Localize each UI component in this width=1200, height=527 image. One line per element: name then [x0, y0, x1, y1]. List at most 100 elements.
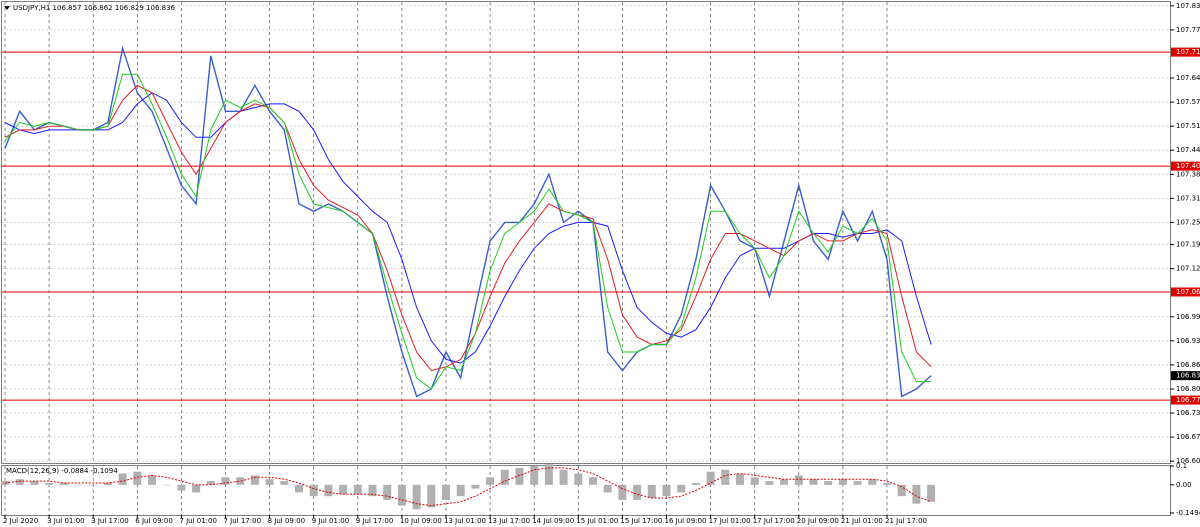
x-tick-label: 14 Jul 09:00 [532, 517, 574, 525]
macd-bar [706, 471, 715, 485]
macd-signal-line [4, 467, 932, 507]
macd-bar [633, 484, 642, 500]
macd-label: MACD(12,26,9) -0.0884 -0.1094 [6, 467, 118, 475]
macd-bar [265, 479, 274, 485]
macd-bar [89, 484, 98, 486]
macd-bar [736, 473, 744, 485]
price-line [4, 84, 932, 372]
macd-bar [206, 481, 215, 485]
macd-bar [30, 481, 39, 485]
macd-bar [559, 469, 568, 485]
macd-bar [647, 484, 656, 499]
macd-bar [162, 484, 171, 486]
y-tick-label: 107.315 [1176, 194, 1200, 202]
x-tick-label: 7 Jul 01:00 [179, 517, 217, 525]
y-tick-label: 107.575 [1176, 98, 1200, 106]
x-tick-label: 13 Jul 17:00 [488, 517, 530, 525]
macd-bar [544, 464, 553, 485]
macd-bar [589, 477, 597, 485]
x-tick-label: 16 Jul 09:00 [665, 517, 707, 525]
macd-bar [397, 484, 406, 506]
y-tick-label: 106.605 [1176, 457, 1200, 465]
main-pane-border [1, 1, 1171, 464]
macd-bar [45, 482, 54, 485]
macd-bar [324, 484, 333, 497]
x-tick-label: 2 Jul 2020 [3, 517, 38, 525]
x-tick-label: 17 Jul 17:00 [753, 517, 795, 525]
y-tick-label: 107.190 [1176, 241, 1200, 249]
x-tick-label: 9 Jul 01:00 [312, 517, 350, 525]
x-tick-label: 3 Jul 17:00 [91, 517, 129, 525]
y-tick-label: 106.670 [1176, 433, 1200, 441]
macd-bar [765, 481, 774, 485]
x-tick-label: 9 Jul 17:00 [356, 517, 394, 525]
y-tick-label: 107.770 [1176, 26, 1200, 34]
macd-bar [750, 477, 759, 485]
current-price-label: 106.836 [1176, 372, 1200, 380]
macd-bar [236, 477, 245, 485]
macd-bar [383, 484, 392, 500]
macd-bar [59, 482, 68, 485]
y-tick-label: 106.995 [1176, 313, 1200, 321]
macd-bar [177, 484, 186, 491]
macd-y-tick-label: 0.00 [1176, 481, 1192, 489]
macd-bar [442, 484, 450, 500]
macd-bar [192, 484, 201, 493]
macd-bar [221, 477, 230, 485]
x-tick-label: 20 Jul 09:00 [797, 517, 839, 525]
y-tick-label: 107.835 [1176, 2, 1200, 10]
macd-bar [148, 475, 156, 485]
macd-bar [15, 479, 24, 485]
y-tick-label: 106.865 [1176, 361, 1200, 369]
x-tick-label: 21 Jul 17:00 [885, 517, 927, 525]
x-tick-label: 6 Jul 09:00 [135, 517, 173, 525]
price-line [4, 92, 932, 364]
x-tick-label: 8 Jul 09:00 [268, 517, 306, 525]
macd-bar [897, 484, 906, 497]
macd-bar [868, 479, 877, 485]
macd-bar [500, 469, 509, 485]
macd-bar [927, 484, 936, 502]
macd-bar [721, 469, 730, 485]
y-tick-label: 107.250 [1176, 218, 1200, 226]
macd-bar [780, 479, 789, 485]
y-tick-label: 106.930 [1176, 337, 1200, 345]
macd-bar [74, 484, 83, 486]
level-tag [1171, 395, 1200, 405]
price-line [4, 45, 932, 398]
price-line [4, 73, 932, 390]
macd-bar [339, 484, 348, 495]
level-label: 107.710 [1176, 48, 1200, 56]
macd-bar [794, 475, 803, 485]
macd-bar [809, 479, 818, 485]
x-tick-label: 21 Jul 01:00 [841, 517, 883, 525]
macd-bar [486, 477, 495, 485]
y-tick-label: 106.735 [1176, 409, 1200, 417]
level-tag [1171, 161, 1200, 171]
level-label: 106.770 [1176, 396, 1200, 404]
macd-bar [662, 484, 671, 497]
macd-bar [309, 484, 318, 497]
macd-bar [677, 484, 686, 493]
macd-bar [427, 484, 436, 508]
macd-bar [912, 484, 921, 504]
level-label: 107.062 [1176, 288, 1200, 296]
macd-bar [133, 471, 142, 485]
x-tick-label: 3 Jul 01:00 [47, 517, 85, 525]
macd-bar [883, 482, 891, 485]
level-tag [1171, 287, 1200, 297]
macd-bar [618, 484, 627, 500]
x-tick-label: 17 Jul 01:00 [709, 517, 751, 525]
macd-y-tick-label: -0.1494 [1176, 509, 1200, 517]
macd-pane-border [1, 465, 1171, 516]
macd-bar [691, 482, 700, 485]
macd-bar [530, 466, 539, 485]
menu-triangle[interactable] [4, 6, 10, 10]
macd-bar [118, 473, 127, 485]
macd-bar [280, 481, 289, 485]
macd-bar [603, 484, 612, 493]
macd-bar [456, 484, 465, 497]
macd-bar [853, 481, 862, 485]
macd-bar [250, 475, 259, 485]
